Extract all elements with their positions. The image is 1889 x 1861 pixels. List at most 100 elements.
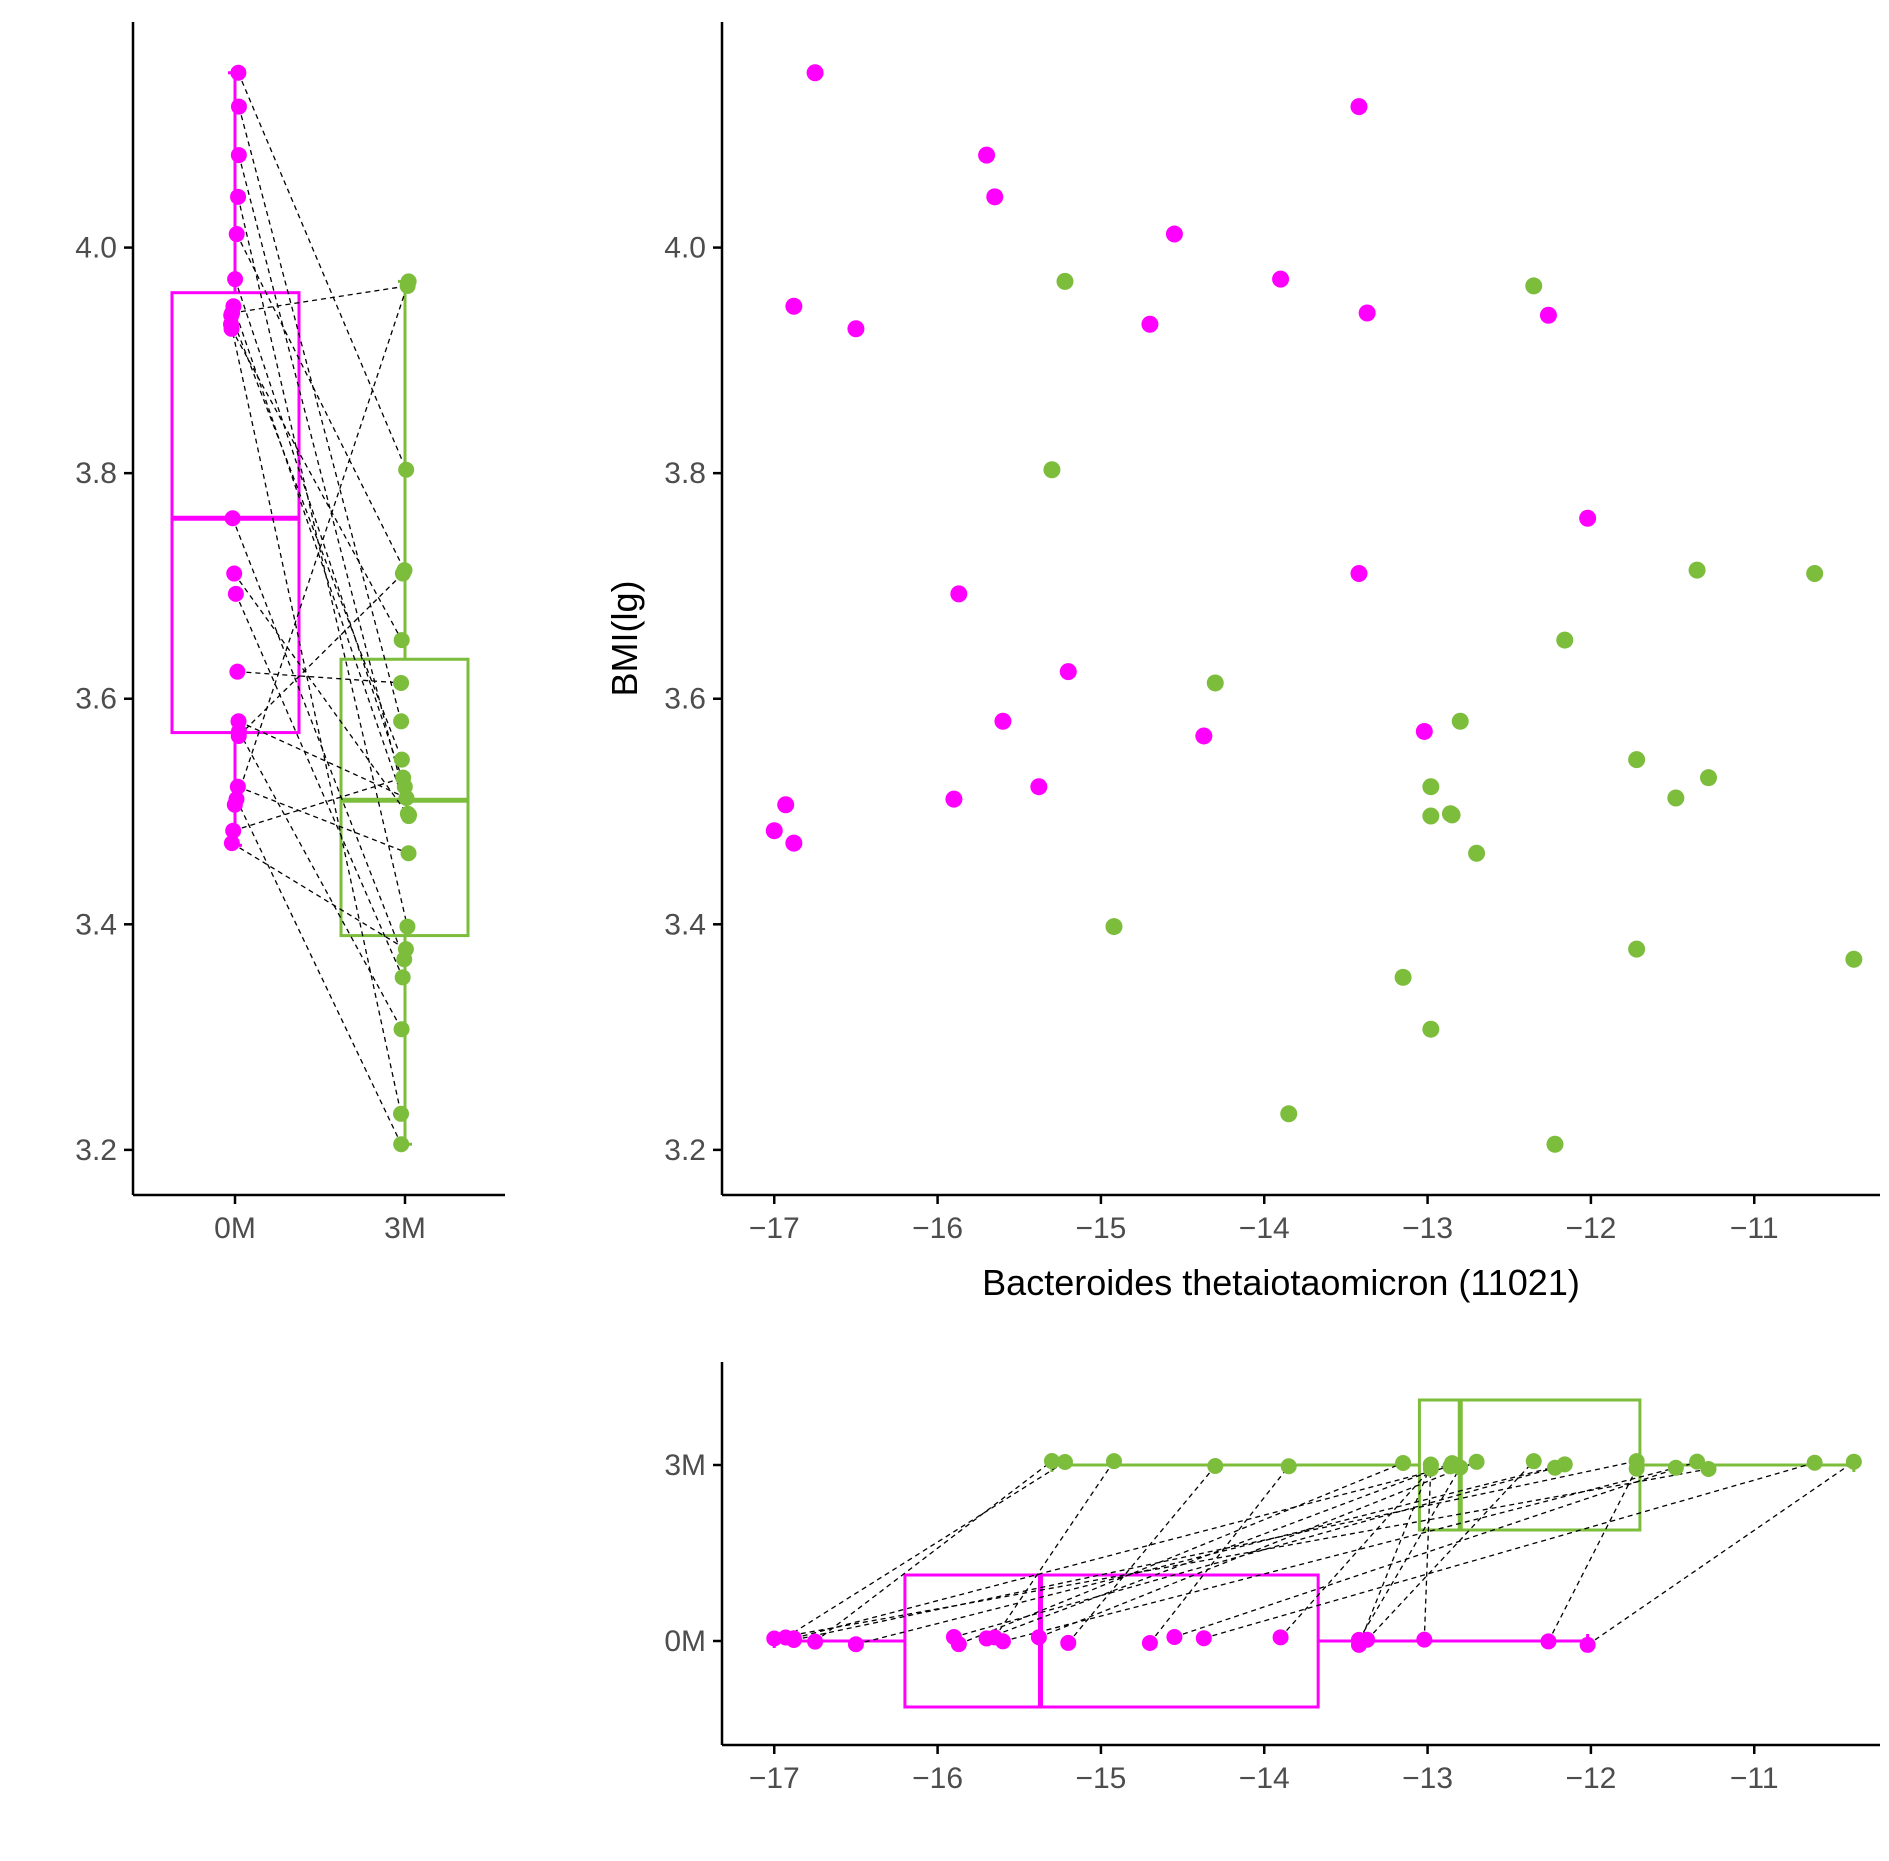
- scatter-point-3M: [1525, 277, 1543, 295]
- bottom-point-3M: [1700, 1460, 1717, 1477]
- main-x-tick-label: −16: [912, 1212, 963, 1245]
- scatter-point-3M: [1105, 918, 1123, 936]
- bottom-point-3M: [1546, 1459, 1563, 1476]
- bottom-point-0M: [1030, 1629, 1047, 1646]
- main-x-tick-label: −11: [1730, 1212, 1779, 1245]
- bottom-x-tick-label: −13: [1402, 1762, 1453, 1795]
- scatter-point-0M: [950, 585, 968, 603]
- left-point-3M: [393, 1021, 410, 1038]
- bottom-point-0M: [1579, 1636, 1596, 1653]
- scatter-point-0M: [1358, 304, 1376, 322]
- y-axis-title: BMI(lg): [604, 581, 645, 697]
- main-x-tick-label: −17: [749, 1212, 800, 1245]
- scatter-point-3M: [1806, 565, 1824, 583]
- scatter-point-0M: [994, 712, 1012, 730]
- left-point-0M: [227, 585, 244, 602]
- bottom-point-3M: [1845, 1453, 1862, 1470]
- bottom-y-tick-label: 3M: [664, 1449, 706, 1482]
- bottom-point-3M: [1667, 1459, 1684, 1476]
- left-pair-line: [238, 731, 403, 1030]
- bottom-point-0M: [1350, 1636, 1367, 1653]
- bottom-pair-line: [1366, 1460, 1535, 1641]
- left-point-3M: [393, 1136, 410, 1153]
- left-y-tick-label: 3.8: [75, 457, 117, 490]
- left-point-3M: [393, 1105, 410, 1122]
- left-pair-line: [238, 106, 402, 722]
- x-axis-title: Bacteroides thetaiotaomicron (11021): [982, 1262, 1580, 1303]
- bottom-point-0M: [945, 1629, 962, 1646]
- bottom-point-3M: [1468, 1453, 1485, 1470]
- bottom-point-0M: [1060, 1634, 1077, 1651]
- bottom-point-3M: [1207, 1458, 1224, 1475]
- bottom-point-0M: [766, 1630, 783, 1647]
- left-point-0M: [230, 64, 247, 81]
- scatter-point-3M: [1688, 561, 1706, 579]
- main-y-tick-label: 3.6: [664, 683, 706, 716]
- left-point-0M: [228, 226, 245, 243]
- left-point-0M: [230, 147, 247, 164]
- scatter-point-0M: [1579, 509, 1597, 527]
- scatter-point-3M: [1700, 769, 1718, 787]
- scatter-point-0M: [1272, 270, 1290, 288]
- left-y-tick-label: 3.2: [75, 1134, 117, 1167]
- main-x-tick-label: −15: [1075, 1212, 1126, 1245]
- bottom-point-3M: [1105, 1453, 1122, 1470]
- bottom-pair-line: [1038, 1461, 1477, 1638]
- scatter-point-3M: [1468, 844, 1486, 862]
- left-point-3M: [394, 565, 411, 582]
- scatter-point-3M: [1546, 1135, 1564, 1153]
- scatter-point-3M: [1043, 461, 1061, 479]
- scatter-point-3M: [1422, 1020, 1440, 1038]
- bottom-point-0M: [1141, 1635, 1158, 1652]
- scatter-point-0M: [978, 146, 996, 164]
- scatter-point-0M: [986, 188, 1004, 206]
- scatter-point-0M: [1415, 722, 1433, 740]
- left-point-0M: [223, 320, 240, 337]
- left-point-0M: [225, 822, 242, 839]
- left-x-tick-label: 0M: [214, 1212, 256, 1245]
- scatter-point-0M: [777, 796, 795, 814]
- bottom-point-0M: [1272, 1629, 1289, 1646]
- bottom-point-0M: [1195, 1630, 1212, 1647]
- scatter-point-0M: [1195, 727, 1213, 745]
- bottom-x-tick-label: −14: [1239, 1762, 1290, 1795]
- scatter-point-0M: [785, 297, 803, 315]
- scatter-point-0M: [806, 64, 824, 82]
- scatter-point-0M: [1030, 778, 1048, 796]
- scatter-point-0M: [1141, 315, 1159, 333]
- bottom-point-3M: [1043, 1453, 1060, 1470]
- left-point-3M: [398, 461, 415, 478]
- scatter-point-0M: [1350, 565, 1368, 583]
- left-pair-line: [237, 671, 402, 684]
- bottom-point-0M: [1540, 1633, 1557, 1650]
- main-x-tick-label: −13: [1402, 1212, 1453, 1245]
- bottom-point-3M: [1395, 1455, 1412, 1472]
- bottom-box: [903, 1573, 1320, 1709]
- main-x-tick-label: −14: [1239, 1212, 1290, 1245]
- bottom-boxplot-panel: 0M 3M −17 −16 −15 −14 −13 −12 −11: [664, 1362, 1880, 1795]
- bottom-pair-line: [1203, 1462, 1815, 1639]
- scatter-point-3M: [1056, 272, 1074, 290]
- main-y-tick-label: 4.0: [664, 232, 706, 265]
- bottom-pair-line: [1067, 1465, 1216, 1644]
- scatter-point-3M: [1422, 778, 1440, 796]
- left-point-0M: [230, 98, 247, 115]
- scatter-point-3M: [1422, 807, 1440, 825]
- scatter-point-3M: [1451, 712, 1469, 730]
- bottom-pair-line: [1358, 1467, 1461, 1641]
- bottom-x-tick-label: −17: [749, 1762, 800, 1795]
- left-point-3M: [393, 751, 410, 768]
- scatter-point-3M: [1628, 940, 1646, 958]
- main-x-tick-label: −12: [1565, 1212, 1616, 1245]
- left-pair-line: [234, 278, 406, 787]
- bottom-point-0M: [1166, 1629, 1183, 1646]
- left-point-0M: [226, 796, 243, 813]
- scatter-point-3M: [1556, 631, 1574, 649]
- bottom-x-tick-label: −16: [912, 1762, 963, 1795]
- bottom-pair-line: [1280, 1468, 1432, 1638]
- bottom-y-tick-label: 0M: [664, 1625, 706, 1658]
- scatter-point-3M: [1443, 806, 1461, 824]
- left-pair-line: [233, 777, 404, 832]
- left-boxplot-panel: 3.2 3.4 3.6 3.8 4.0 0M 3M: [75, 22, 505, 1245]
